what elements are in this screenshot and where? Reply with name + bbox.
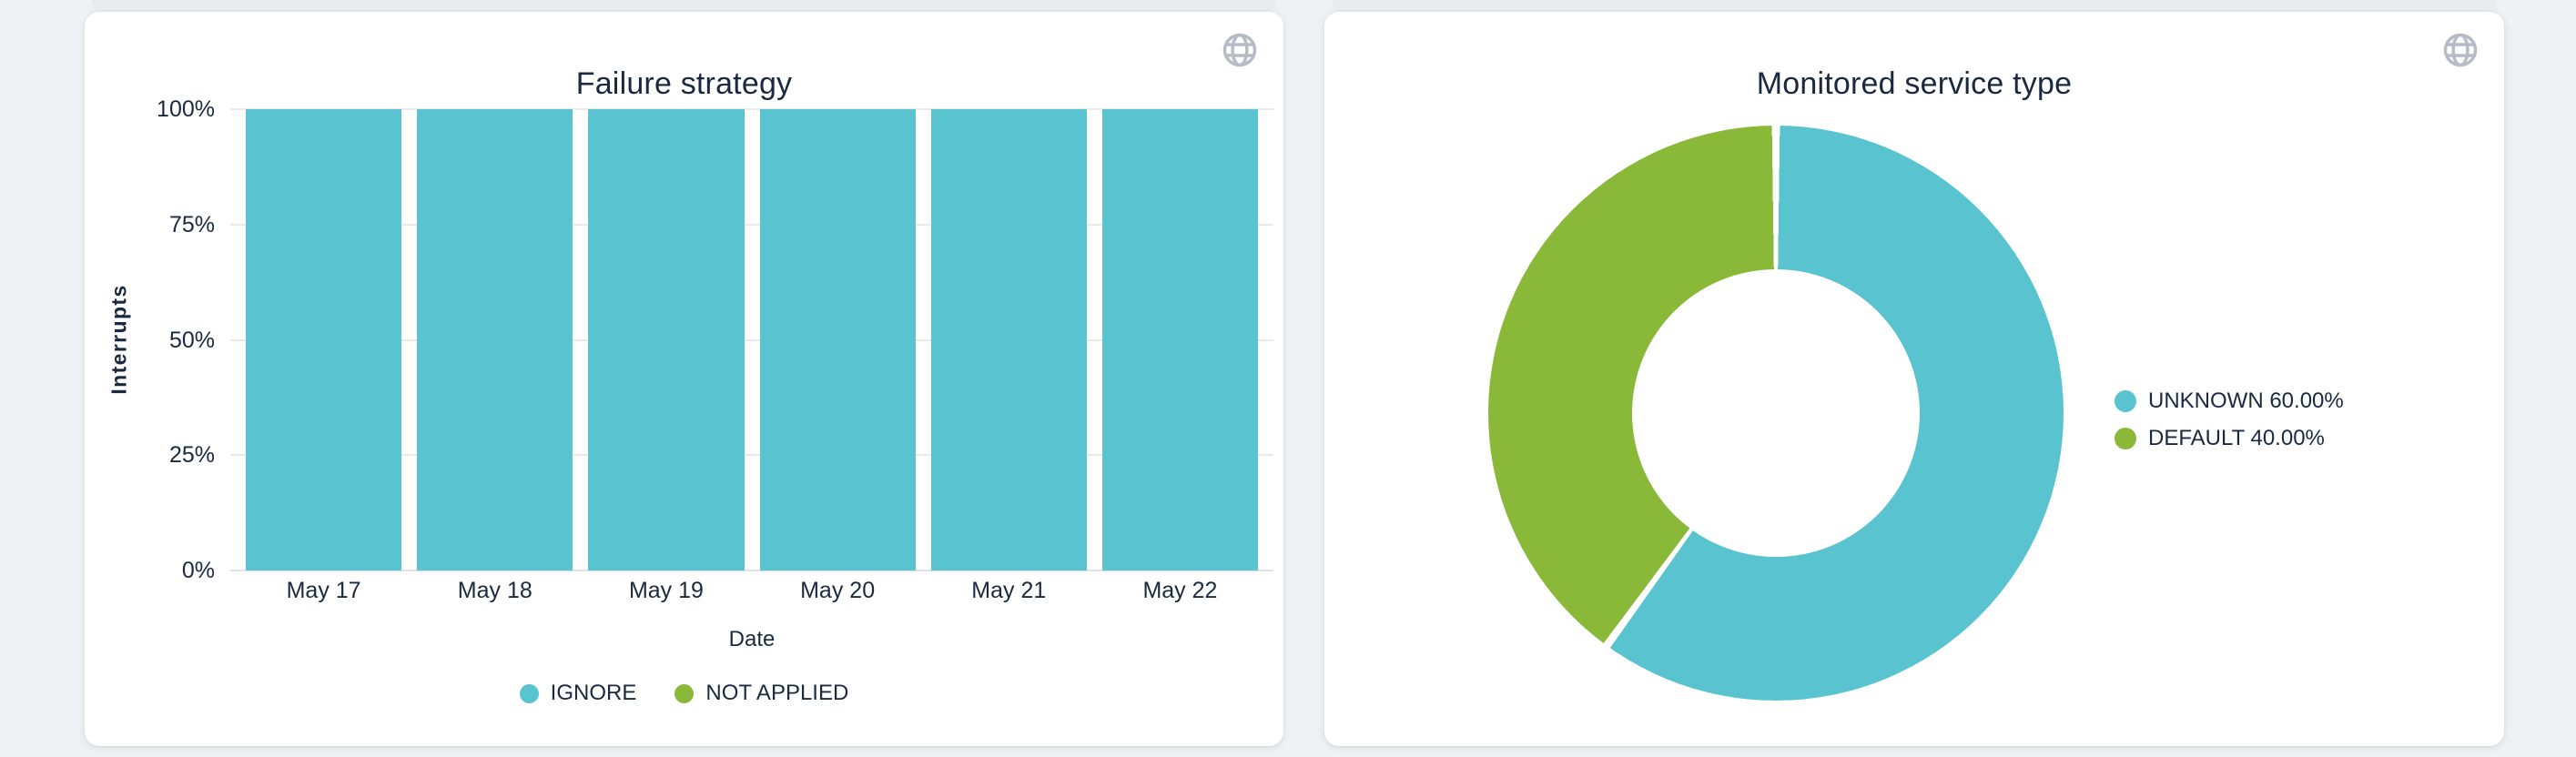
x-tick-label: May 20 bbox=[800, 578, 876, 603]
legend-item-ignore[interactable]: IGNORE bbox=[519, 681, 637, 706]
cropped-widget-above-left bbox=[92, 0, 1276, 10]
bar-segment-ignore[interactable] bbox=[588, 109, 745, 570]
x-tick-label: May 22 bbox=[1142, 578, 1218, 603]
monitored-service-type-widget: Monitored service type UNKNOWN 60.00% DEF… bbox=[1324, 12, 2504, 746]
gridline bbox=[230, 108, 1273, 110]
x-tick-label: May 19 bbox=[628, 578, 704, 603]
bar-segment-ignore[interactable] bbox=[1101, 109, 1259, 570]
x-tick-label: May 18 bbox=[457, 578, 532, 603]
bar-segment-ignore[interactable] bbox=[417, 109, 573, 570]
globe-icon[interactable] bbox=[1220, 30, 1260, 70]
bar-chart-legend: IGNORE NOT APPLIED bbox=[85, 681, 1283, 706]
bar-segment-ignore[interactable] bbox=[246, 109, 402, 570]
y-tick-label: 50% bbox=[168, 327, 215, 353]
failure-strategy-widget: Failure strategy Interrupts 0% 25% 50% 75% 1… bbox=[85, 12, 1283, 746]
bar-may-20[interactable] bbox=[759, 109, 916, 570]
bar-chart-x-ticks: May 17 May 18 May 19 May 20 May 21 May 22 bbox=[230, 578, 1273, 604]
bar-may-21[interactable] bbox=[930, 109, 1087, 570]
legend-item-not-applied[interactable]: NOT APPLIED bbox=[674, 681, 848, 706]
widget-title: Failure strategy bbox=[575, 66, 793, 102]
bar-chart-plot-area bbox=[230, 108, 1273, 571]
donut-chart[interactable] bbox=[1488, 126, 2064, 701]
donut-chart-legend: UNKNOWN 60.00% DEFAULT 40.00% bbox=[2115, 389, 2344, 451]
legend-label: IGNORE bbox=[550, 681, 637, 705]
globe-icon[interactable] bbox=[2440, 30, 2480, 70]
legend-dot bbox=[519, 683, 539, 703]
legend-item-default-40-00-[interactable]: DEFAULT 40.00% bbox=[2115, 426, 2344, 451]
widget-title: Monitored service type bbox=[1756, 66, 2073, 102]
y-tick-label: 100% bbox=[157, 96, 215, 122]
bar-may-19[interactable] bbox=[588, 109, 745, 570]
legend-item-unknown-60-00-[interactable]: UNKNOWN 60.00% bbox=[2115, 389, 2344, 414]
bar-chart-y-ticks: 0% 25% 50% 75% 100% bbox=[85, 96, 215, 583]
x-tick-label: May 21 bbox=[971, 578, 1047, 603]
y-tick-label: 0% bbox=[181, 558, 215, 583]
bar-may-22[interactable] bbox=[1101, 109, 1259, 570]
donut-hole bbox=[1632, 269, 1920, 557]
legend-label: NOT APPLIED bbox=[705, 681, 849, 705]
x-tick-label: May 17 bbox=[286, 578, 361, 603]
gridline bbox=[230, 338, 1273, 341]
legend-dot bbox=[2115, 428, 2136, 449]
bar-chart-bars bbox=[230, 109, 1273, 570]
gridline bbox=[230, 454, 1273, 457]
gridline bbox=[230, 223, 1273, 226]
gridline bbox=[230, 570, 1273, 571]
y-tick-label: 75% bbox=[168, 211, 215, 237]
cropped-widget-above-right bbox=[1332, 0, 2497, 10]
legend-label: UNKNOWN 60.00% bbox=[2148, 389, 2344, 413]
bar-segment-ignore[interactable] bbox=[759, 109, 916, 570]
y-tick-label: 25% bbox=[168, 442, 215, 469]
bar-may-18[interactable] bbox=[417, 109, 573, 570]
bar-may-17[interactable] bbox=[246, 109, 402, 570]
bar-segment-ignore[interactable] bbox=[930, 109, 1087, 570]
legend-dot bbox=[2115, 390, 2136, 412]
legend-dot bbox=[674, 683, 695, 703]
legend-label: DEFAULT 40.00% bbox=[2148, 426, 2325, 450]
x-axis-title: Date bbox=[728, 627, 776, 651]
